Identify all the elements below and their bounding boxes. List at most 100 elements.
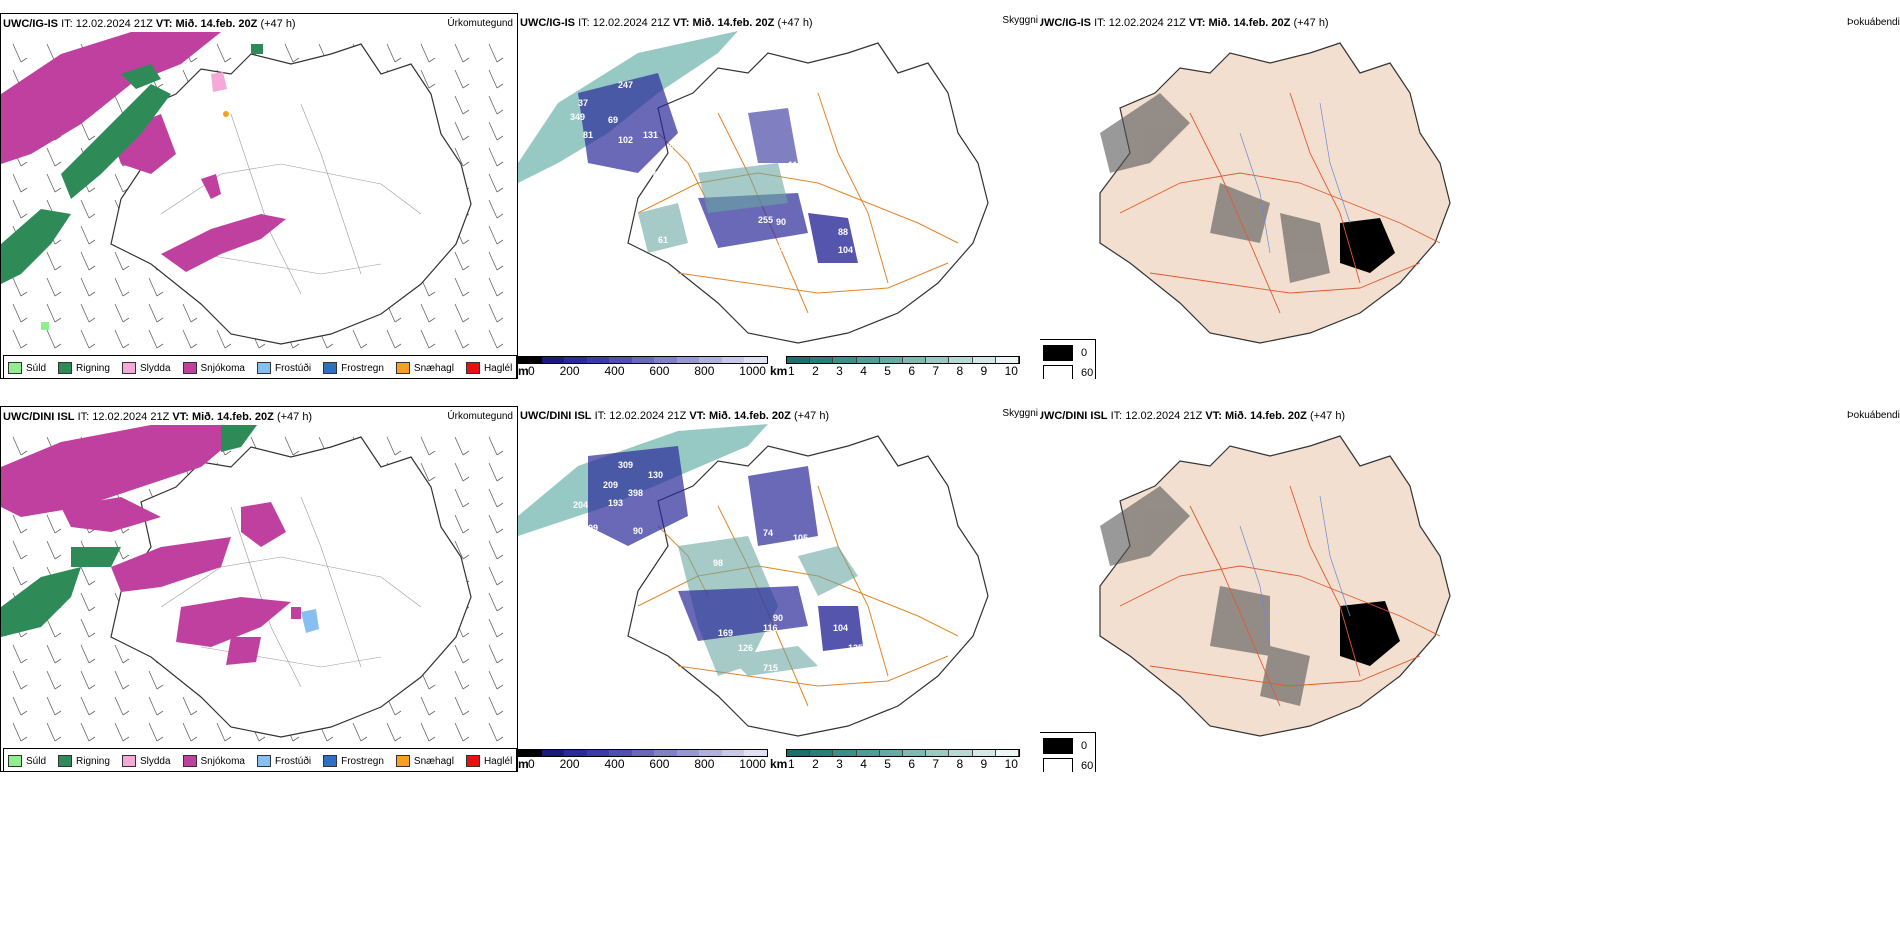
wind-barb — [114, 670, 130, 690]
wind-barb — [488, 540, 504, 560]
roads — [160, 103, 422, 295]
fog-swatch — [1043, 365, 1073, 379]
wind-barb — [216, 43, 232, 63]
panel-title: UWC/DINI ISL IT: 12.02.2024 21Z VT: Mið.… — [520, 410, 830, 422]
legend-swatch — [8, 362, 22, 374]
rivers — [1239, 102, 1351, 254]
ceiling-scale: m 0 200 400 600 800 1000 — [518, 749, 768, 771]
panel-title: UWC/IG-IS IT: 12.02.2024 21Z VT: Mið. 14… — [520, 17, 813, 29]
station-value: 209 — [668, 140, 683, 150]
scale-step — [879, 750, 904, 756]
wind-barb — [46, 173, 62, 193]
wind-barb — [488, 43, 504, 63]
fog-swatch — [1043, 738, 1073, 754]
scale-step — [949, 750, 973, 756]
wind-barb — [488, 670, 504, 690]
wind-barb — [420, 696, 436, 716]
wind-barb — [454, 670, 470, 690]
fog-panel-1: UWC/IG-IS IT: 12.02.2024 21Z VT: Mið. 14… — [1040, 13, 1900, 379]
legend-item: Frostúði — [256, 755, 311, 767]
legend-item: Snæhagl — [395, 362, 454, 374]
wind-barb — [80, 225, 96, 245]
visibility-scale-ticks: 1 2 3 4 5 6 7 8 9 10 — [788, 757, 1018, 771]
wind-barb — [488, 514, 504, 534]
panel-tag: Úrkomutegund — [447, 18, 513, 29]
scale-step — [926, 750, 950, 756]
wind-barb — [488, 121, 504, 141]
station-value: 193 — [608, 498, 623, 508]
legend-item: Rigning — [58, 755, 110, 767]
wind-barb — [420, 43, 436, 63]
legend-item: Súld — [8, 755, 46, 767]
scale-step — [631, 750, 655, 756]
wind-barb — [454, 540, 470, 560]
visibility-scale-colors — [786, 749, 1020, 757]
wind-barb — [80, 277, 96, 297]
station-value: 90 — [633, 526, 643, 536]
snow-areas — [1, 32, 286, 272]
legend-swatch — [323, 362, 338, 374]
station-value: 98 — [713, 558, 723, 568]
scale-step — [995, 357, 1020, 363]
wind-barb — [488, 436, 504, 456]
wind-barb — [454, 95, 470, 115]
station-value: 90 — [776, 217, 786, 227]
legend-item: Frostúði — [256, 362, 311, 374]
wind-barb — [80, 566, 96, 586]
wind-barb — [488, 147, 504, 167]
rivers — [1239, 495, 1351, 647]
panel-tag: Skyggni — [1002, 408, 1038, 419]
wind-barb — [12, 277, 28, 297]
ceiling-scale-colors — [518, 356, 768, 364]
fog-land — [1099, 42, 1451, 344]
scale-step — [972, 750, 996, 756]
rain-areas — [1, 425, 257, 637]
station-value: 116 — [763, 623, 778, 633]
scale-step — [654, 750, 677, 756]
wind-barb — [12, 514, 28, 534]
wind-barb — [80, 722, 96, 742]
station-value: 61 — [658, 235, 668, 245]
scale-step — [744, 357, 768, 363]
wind-barb — [46, 540, 62, 560]
precip-type-map-2 — [1, 425, 504, 742]
wind-barb — [12, 303, 28, 323]
scale-step — [744, 750, 768, 756]
station-value: 37 — [578, 98, 588, 108]
panel-title: UWC/IG-IS IT: 12.02.2024 21Z VT: Mið. 14… — [1040, 17, 1329, 29]
scale-step — [609, 357, 632, 363]
wind-barb — [420, 329, 436, 349]
scale-step — [856, 357, 880, 363]
station-value: 349 — [570, 112, 585, 122]
wind-barb — [488, 95, 504, 115]
wind-barb — [80, 251, 96, 271]
wind-barb — [386, 722, 402, 742]
wind-barb — [12, 199, 28, 219]
wind-barb — [12, 670, 28, 690]
legend-item: Frostregn — [323, 362, 384, 374]
wind-barb — [80, 592, 96, 612]
station-value: 395 — [718, 255, 733, 265]
fog-black — [1340, 601, 1400, 666]
station-value: 81 — [583, 130, 593, 140]
wind-barb — [386, 43, 402, 63]
wind-barb — [420, 722, 436, 742]
wind-barb — [454, 251, 470, 271]
scale-step — [631, 357, 655, 363]
fog-shading — [1100, 486, 1310, 706]
wind-barb — [114, 329, 130, 349]
station-value: 88 — [838, 227, 848, 237]
station-value: 169 — [718, 628, 733, 638]
wind-barb — [454, 436, 470, 456]
station-value: 205 — [673, 165, 688, 175]
station-value: 112 — [788, 160, 803, 170]
scale-step — [926, 357, 950, 363]
wind-barb — [454, 303, 470, 323]
wind-barb — [420, 436, 436, 456]
wind-barb — [80, 696, 96, 716]
station-value: 135 — [848, 643, 863, 653]
wind-barb — [488, 488, 504, 508]
wind-barb — [386, 436, 402, 456]
fog-legend-row: 0 — [1043, 345, 1087, 361]
scale-step — [721, 750, 745, 756]
